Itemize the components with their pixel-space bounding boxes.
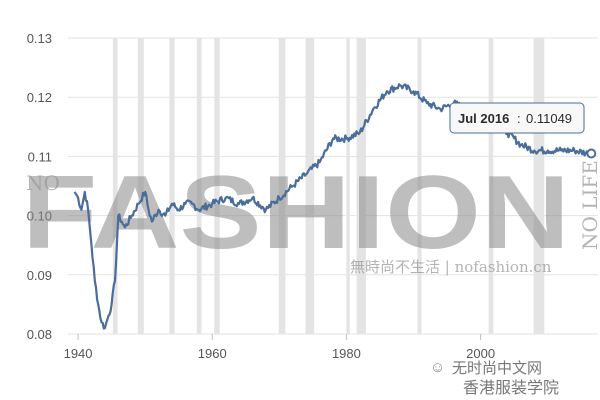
y-tick-label: 0.09 — [27, 268, 52, 283]
watermark-no-life: NO LIFE — [578, 160, 600, 250]
footer-watermark-bottom: 香港服装学院 — [463, 378, 559, 397]
y-tick-label: 0.12 — [27, 90, 52, 105]
wechat-icon: ☺ — [430, 359, 445, 376]
recession-band — [169, 38, 175, 334]
tooltip-box — [449, 102, 585, 134]
recession-band — [214, 38, 220, 334]
y-tick-label: 0.10 — [27, 209, 52, 224]
y-tick-label: 0.11 — [28, 149, 52, 164]
x-tick-label: 1940 — [64, 346, 93, 361]
watermark-no: NO — [26, 171, 60, 195]
tooltip: Jul 2016 : 0.11049 — [449, 102, 585, 134]
recession-bands — [112, 38, 545, 334]
recession-band — [137, 38, 144, 334]
x-tick-label: 1960 — [198, 346, 227, 361]
watermark-chinese-slogan: 無時尚不生活 | nofashion.cn — [350, 258, 552, 276]
footer-watermark: ☺ 无时尚中文网 香港服装学院 — [430, 359, 559, 397]
recession-band — [488, 38, 494, 334]
gridlines — [68, 37, 598, 335]
tooltip-separator: : — [517, 111, 521, 126]
y-tick-label: 0.08 — [27, 327, 52, 342]
hover-point[interactable] — [586, 148, 597, 159]
recession-band — [533, 38, 545, 334]
y-tick-label: 0.13 — [27, 31, 52, 46]
recession-band — [112, 38, 118, 334]
tooltip-date: Jul 2016 — [458, 111, 509, 126]
watermark-fashion: FASHION — [22, 155, 570, 271]
recession-band — [346, 38, 350, 334]
recession-band — [196, 38, 202, 334]
x-axis-ticks: 1940 1960 1980 2000 — [64, 334, 495, 361]
recession-band — [305, 38, 315, 334]
recession-band — [356, 38, 366, 334]
x-tick-label: 2000 — [466, 346, 495, 361]
recession-band — [417, 38, 422, 334]
y-axis-ticks: 0.13 0.12 0.11 0.10 0.09 0.08 — [27, 31, 52, 342]
recession-band — [278, 38, 286, 334]
x-tick-label: 1980 — [332, 346, 361, 361]
footer-watermark-top: 无时尚中文网 — [452, 359, 542, 377]
tooltip-value: 0.11049 — [526, 111, 572, 126]
